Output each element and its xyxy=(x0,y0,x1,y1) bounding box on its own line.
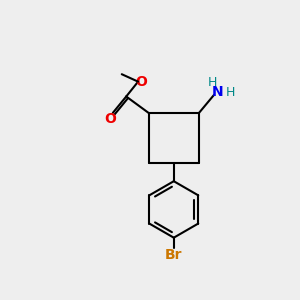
Text: Br: Br xyxy=(165,248,182,262)
Text: N: N xyxy=(212,85,223,99)
Text: H: H xyxy=(226,85,235,98)
Text: O: O xyxy=(104,112,116,126)
Text: O: O xyxy=(136,75,148,88)
Text: H: H xyxy=(208,76,218,89)
